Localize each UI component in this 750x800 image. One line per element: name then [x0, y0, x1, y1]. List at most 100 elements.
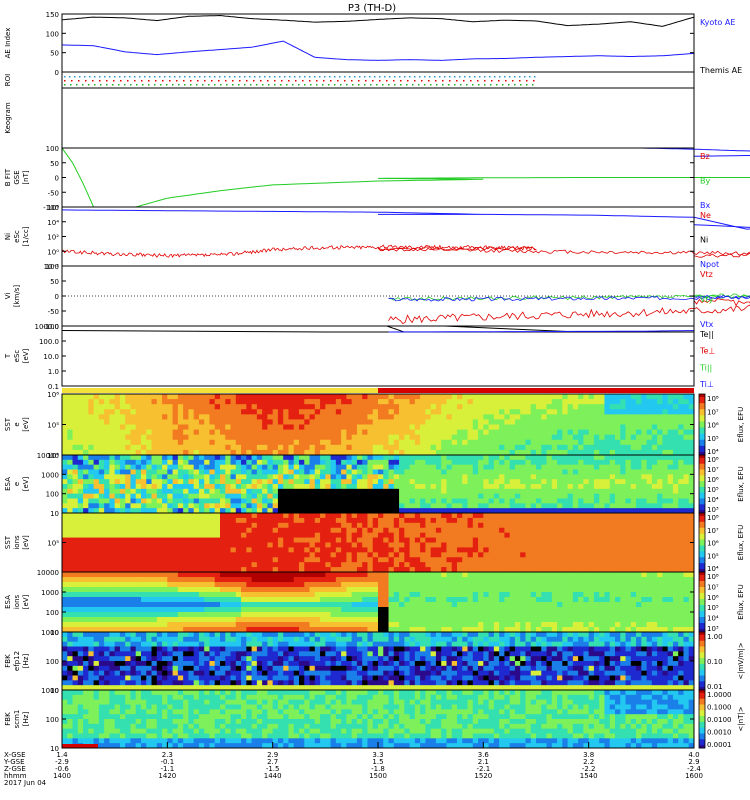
spectrogram-cell	[83, 399, 89, 405]
spectrogram-cell	[435, 522, 442, 529]
spectrogram-cell	[472, 542, 479, 548]
spectrogram-cell	[235, 409, 242, 415]
spectrogram-cell	[641, 498, 647, 504]
spectrogram-cell	[572, 503, 579, 509]
spectrogram-cell	[625, 439, 632, 446]
spectrogram-cell	[467, 508, 474, 514]
spectrogram-cell	[525, 474, 532, 480]
spectrogram-cell	[193, 592, 200, 598]
spectrogram-cell	[119, 532, 126, 538]
spectrogram-cell	[562, 552, 568, 558]
spectrogram-cell	[104, 567, 110, 573]
spectrogram-cell	[683, 532, 690, 538]
spectrogram-cell	[230, 404, 237, 410]
spectrogram-cell	[77, 562, 84, 568]
spectrogram-cell	[88, 542, 94, 548]
spectrogram-cell	[520, 419, 526, 425]
spectrogram-cell	[320, 474, 326, 480]
spectrogram-cell	[625, 517, 632, 524]
spectrogram-cell	[193, 597, 200, 603]
spectrogram-cell	[441, 537, 447, 543]
spectrogram-cell	[615, 522, 621, 529]
spectrogram-cell	[667, 513, 674, 519]
spectrogram-cell	[667, 517, 674, 524]
spectrogram-cell	[546, 567, 553, 573]
spectrogram-cell	[435, 484, 442, 490]
spectrogram-cell	[325, 459, 331, 466]
spectrogram-cell	[167, 455, 173, 461]
spectrogram-cell	[198, 602, 205, 608]
spectrogram-cell	[209, 508, 216, 514]
roi-flag-0	[529, 76, 531, 78]
spectrogram-cell	[220, 424, 226, 430]
spectrogram-cell	[346, 503, 353, 509]
spectrogram-cell	[430, 424, 437, 430]
spectrogram-cell	[488, 532, 495, 538]
spectrogram-cell	[393, 527, 400, 534]
spectrogram-cell	[151, 469, 158, 475]
spectrogram-cell	[214, 617, 221, 623]
spectrogram-cell	[172, 503, 179, 509]
spectrogram-cell	[672, 479, 679, 485]
spectrogram-cell	[383, 488, 389, 495]
spectrogram-cell	[141, 597, 147, 603]
spectrogram-cell	[646, 513, 653, 519]
spectrogram-cell	[509, 513, 516, 519]
spectrogram-cell	[378, 409, 384, 415]
spectrogram-cell	[235, 567, 242, 573]
spectrogram-cell	[177, 617, 184, 623]
spectrogram-cell	[651, 498, 658, 504]
roi-flag-2	[454, 84, 456, 86]
roi-flag-2	[430, 84, 432, 86]
spectrogram-cell	[588, 414, 595, 420]
spectrogram-cell	[214, 449, 221, 456]
spectrogram-cell	[536, 469, 542, 475]
spectrogram-cell	[277, 474, 284, 480]
spectrogram-cell	[588, 557, 595, 563]
roi-flag-0	[144, 76, 146, 78]
spectrogram-cell	[156, 617, 163, 623]
spectrogram-cell	[272, 498, 279, 504]
spectrogram-cell	[77, 414, 84, 420]
spectrogram-cell	[67, 399, 73, 405]
spectrogram-cell	[193, 419, 200, 425]
spectrogram-cell	[198, 582, 205, 588]
spectrogram-cell	[151, 592, 158, 598]
spectrogram-cell	[399, 493, 405, 499]
spectrogram-cell	[67, 513, 73, 519]
spectrogram-cell	[383, 517, 389, 524]
spectrogram-cell	[335, 479, 342, 485]
spectrogram-cell	[572, 513, 579, 519]
spectrogram-cell	[325, 455, 331, 461]
spectrogram-cell	[172, 508, 179, 514]
spectrogram-cell	[262, 479, 268, 485]
spectrogram-cell	[304, 444, 310, 451]
spectrogram-cell	[109, 429, 116, 436]
spectrogram-cell	[651, 459, 658, 466]
spectrogram-cell	[562, 434, 568, 441]
spectrogram-cell	[314, 414, 321, 420]
spectrogram-cell	[277, 503, 284, 509]
spectrogram-cell	[141, 484, 147, 490]
spectrogram-cell	[230, 488, 237, 495]
spectrogram-cell	[225, 434, 231, 441]
spectrogram-cell	[251, 508, 258, 514]
spectrogram-cell	[209, 455, 216, 461]
spectrogram-cell	[541, 449, 547, 456]
spectrogram-cell	[457, 455, 463, 461]
spectrogram-cell	[409, 532, 416, 538]
spectrogram-cell	[225, 527, 231, 534]
spectrogram-cell	[251, 517, 258, 524]
spectrogram-cell	[72, 577, 79, 583]
spectrogram-cell	[220, 582, 226, 588]
spectrogram-cell	[246, 532, 252, 538]
spectrogram-cell	[688, 537, 695, 543]
spectrogram-cell	[378, 394, 384, 400]
spectrogram-cell	[130, 508, 137, 514]
spectrogram-cell	[214, 552, 221, 558]
roi-flag-1	[169, 80, 171, 82]
spectrogram-cell	[425, 557, 432, 563]
spectrogram-cell	[367, 484, 374, 490]
spectrogram-cell	[557, 513, 563, 519]
spectrogram-cell	[457, 547, 463, 553]
